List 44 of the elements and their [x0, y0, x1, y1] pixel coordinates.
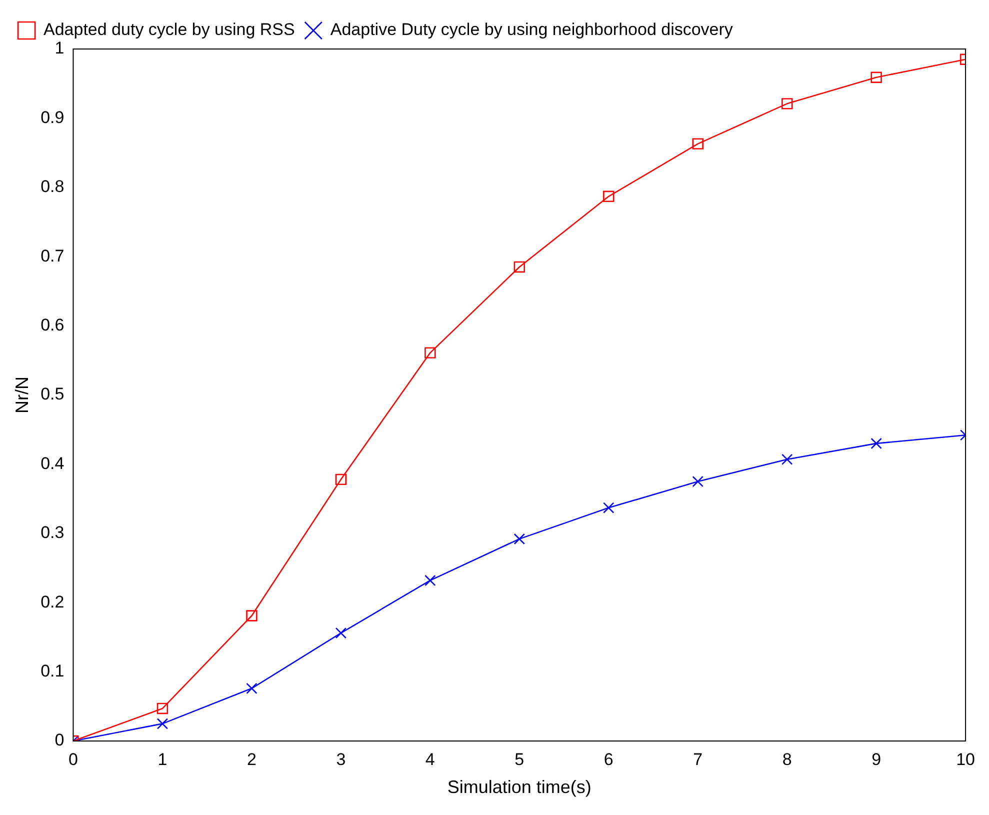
point	[870, 438, 882, 450]
y-tick-label: 0.7	[40, 246, 64, 266]
point	[424, 347, 436, 358]
y-tick-label: 0.5	[40, 384, 64, 404]
point	[514, 261, 525, 273]
y-tick-label: 0.4	[40, 454, 64, 473]
x-tick-label: 6	[604, 750, 614, 769]
x-tick-label: 5	[514, 750, 524, 769]
y-tick-label: 0.1	[40, 661, 64, 680]
legend-label: Adapted duty cycle by using RSS	[44, 20, 295, 40]
y-tick-label: 0.2	[40, 592, 64, 612]
y-tick-label: 0.6	[40, 315, 64, 334]
point	[335, 474, 347, 486]
x-tick-label: 1	[158, 750, 168, 769]
y-tick-label: 0.8	[40, 177, 64, 196]
x-tick-label: 2	[246, 750, 256, 769]
point	[246, 610, 258, 622]
y-tick-label: 0.3	[40, 523, 64, 542]
point	[870, 72, 882, 83]
point	[514, 533, 525, 545]
x-tick-label: 10	[956, 750, 976, 769]
x-tick-label: 4	[425, 750, 435, 769]
x-axis-title: Simulation time(s)	[447, 777, 592, 798]
point	[692, 138, 704, 150]
x-tick-label: 7	[693, 750, 703, 769]
x-tick-label: 9	[872, 750, 882, 769]
y-tick-label: 0.9	[40, 108, 64, 127]
legend-label: Adaptive Duty cycle by using neighborhood discovery	[330, 20, 734, 40]
point	[156, 702, 168, 714]
point	[424, 574, 436, 586]
point	[603, 190, 614, 202]
x-tick-label: 3	[336, 750, 346, 769]
y-tick-label: 0	[54, 730, 64, 750]
x-tick-label: 0	[68, 750, 78, 769]
y-axis-title: Nr/N	[12, 376, 32, 414]
point	[246, 682, 258, 694]
point	[781, 454, 793, 465]
y-tick-label: 1	[54, 38, 64, 58]
point	[335, 627, 347, 639]
point	[603, 502, 614, 514]
point	[781, 98, 793, 110]
point	[156, 718, 168, 730]
x-tick-label: 8	[782, 750, 792, 769]
point	[692, 476, 704, 488]
